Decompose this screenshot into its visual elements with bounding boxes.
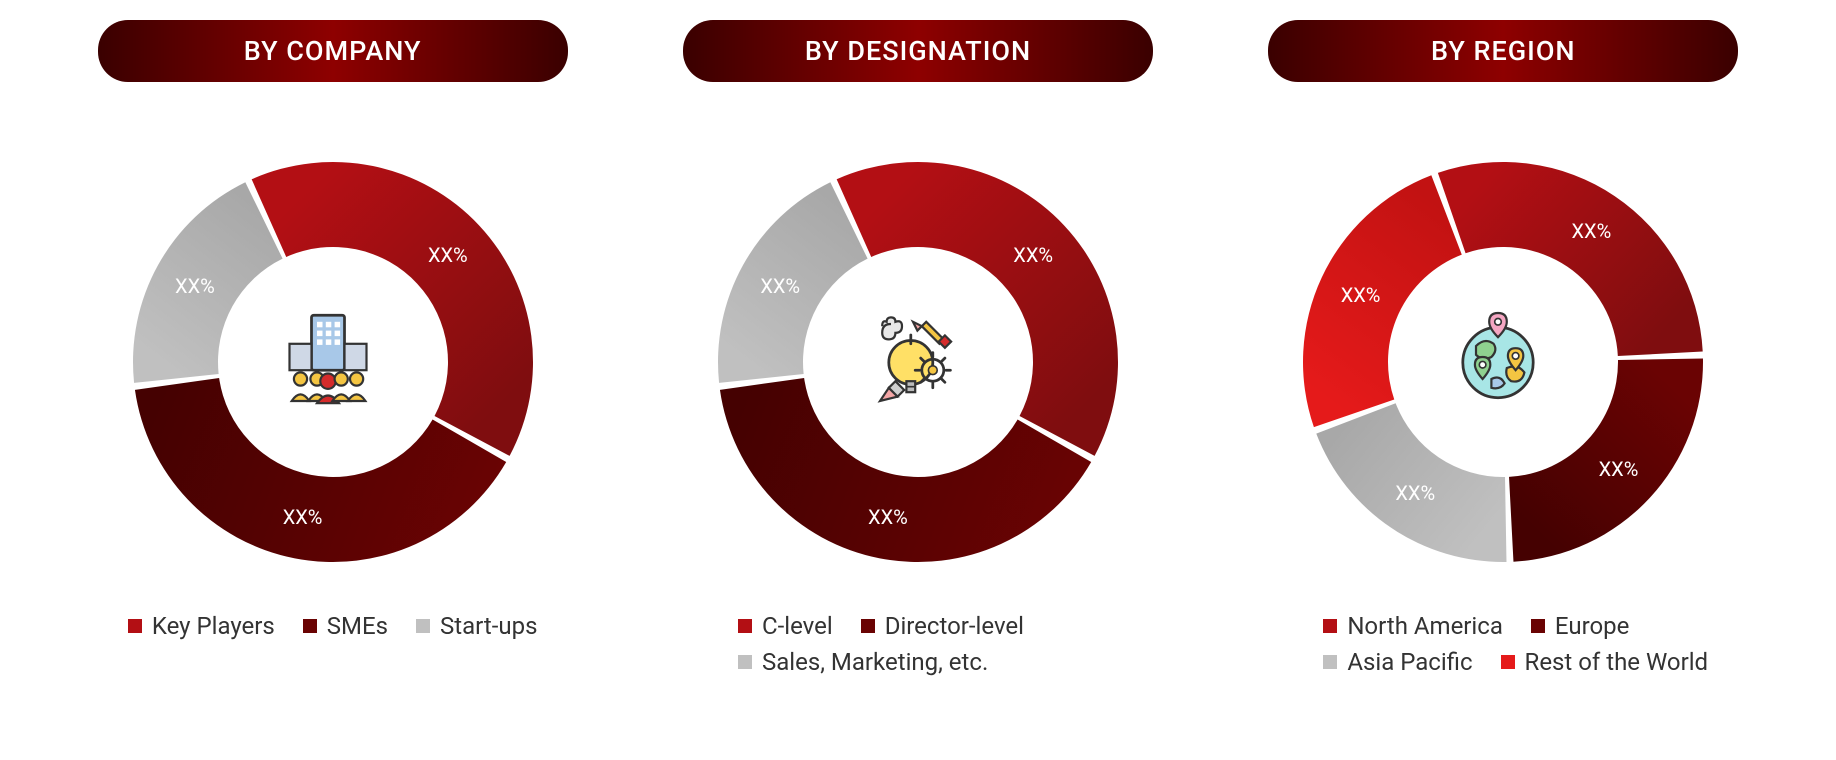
legend-item: SMEs	[303, 612, 388, 640]
legend-item: Key Players	[128, 612, 275, 640]
legend-company: Key Players SMEs Start-ups	[93, 612, 573, 640]
legend-swatch	[738, 655, 752, 669]
legend-item: Asia Pacific	[1323, 648, 1472, 676]
legend-item: Rest of the World	[1501, 648, 1709, 676]
legend-label: Start-ups	[440, 612, 537, 640]
donut-slice	[133, 182, 283, 383]
legend-swatch	[861, 619, 875, 633]
legend-designation: C-level Director-level Sales, Marketing, e…	[678, 612, 1158, 676]
pill-designation: BY DESIGNATION	[683, 20, 1153, 82]
pill-company: BY COMPANY	[98, 20, 568, 82]
panel-region: BY REGION XX%XX%XX%XX% North America Euro…	[1223, 20, 1783, 740]
legend-item: Director-level	[861, 612, 1024, 640]
legend-swatch	[1323, 655, 1337, 669]
legend-label: Key Players	[152, 612, 275, 640]
legend-label: Europe	[1555, 612, 1629, 640]
legend-label: Director-level	[885, 612, 1024, 640]
legend-swatch	[1501, 655, 1515, 669]
donut-slice	[1303, 175, 1462, 427]
legend-swatch	[128, 619, 142, 633]
donut-slice	[1317, 403, 1507, 562]
legend-label: SMEs	[327, 612, 388, 640]
donut-designation: XX%XX%XX%	[698, 142, 1138, 582]
pill-company-title: BY COMPANY	[244, 35, 422, 67]
legend-label: North America	[1347, 612, 1503, 640]
donut-region: XX%XX%XX%XX%	[1283, 142, 1723, 582]
legend-label: Rest of the World	[1525, 648, 1709, 676]
legend-swatch	[303, 619, 317, 633]
legend-swatch	[1531, 619, 1545, 633]
pill-region: BY REGION	[1268, 20, 1738, 82]
region-icon	[1443, 302, 1563, 422]
legend-region: North America Europe Asia Pacific Rest of t…	[1263, 612, 1743, 676]
panel-designation: BY DESIGNATION XX%XX%XX% C-level Director…	[638, 20, 1198, 740]
legend-item: Sales, Marketing, etc.	[738, 648, 988, 676]
pill-designation-title: BY DESIGNATION	[805, 35, 1031, 67]
donut-slice	[718, 182, 868, 383]
legend-item: North America	[1323, 612, 1503, 640]
company-icon	[273, 302, 393, 422]
legend-swatch	[1323, 619, 1337, 633]
legend-label: Asia Pacific	[1347, 648, 1472, 676]
legend-swatch	[416, 619, 430, 633]
panel-company: BY COMPANY XX%X	[53, 20, 613, 740]
pill-region-title: BY REGION	[1431, 35, 1576, 67]
legend-item: Europe	[1531, 612, 1629, 640]
legend-label: Sales, Marketing, etc.	[762, 648, 988, 676]
legend-swatch	[738, 619, 752, 633]
designation-icon	[858, 302, 978, 422]
legend-item: Start-ups	[416, 612, 537, 640]
donut-company: XX%XX%XX%	[113, 142, 553, 582]
legend-item: C-level	[738, 612, 833, 640]
legend-label: C-level	[762, 612, 833, 640]
